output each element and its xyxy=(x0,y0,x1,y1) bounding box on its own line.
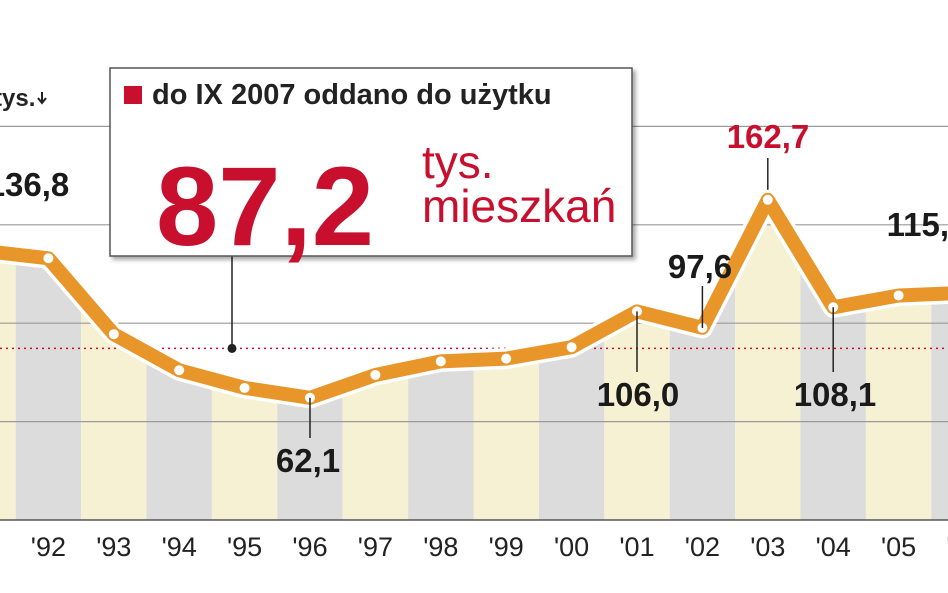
x-tick-label: '01 xyxy=(619,532,654,562)
year-band xyxy=(735,199,801,520)
value-label: 115,4 xyxy=(887,206,948,243)
annotation-box: do IX 2007 oddano do użytku 87,2 tys. mi… xyxy=(109,67,633,269)
point xyxy=(174,365,185,376)
x-tick-label: '06 xyxy=(946,532,948,562)
point xyxy=(108,329,119,340)
x-tick-label: '97 xyxy=(358,532,393,562)
value-label: 97,6 xyxy=(668,248,732,285)
x-tick-label: '91 xyxy=(0,532,1,562)
x-tick-label: '02 xyxy=(685,532,720,562)
x-tick-label: '05 xyxy=(881,532,916,562)
x-tick-label: '99 xyxy=(489,532,524,562)
point xyxy=(239,382,250,393)
point xyxy=(43,253,54,264)
annotation-frame xyxy=(109,67,633,257)
annotation-dot xyxy=(227,343,237,353)
annotation-unit: tys. xyxy=(422,136,494,188)
line xyxy=(0,192,948,405)
value-label: 108,1 xyxy=(794,376,877,413)
year-band xyxy=(931,199,948,520)
value-label: 62,1 xyxy=(276,442,340,479)
point xyxy=(370,369,381,380)
x-tick-label: '00 xyxy=(554,532,589,562)
value-label: 162,7 xyxy=(727,118,810,155)
annotation-value: 87,2 xyxy=(156,144,374,269)
point xyxy=(435,356,446,367)
x-tick-label: '94 xyxy=(162,532,197,562)
year-band xyxy=(0,199,16,520)
x-tick-label: '98 xyxy=(423,532,458,562)
annotation-unit-2: mieszkań xyxy=(422,180,616,232)
x-tick-label: '93 xyxy=(96,532,131,562)
x-tick-label: '95 xyxy=(227,532,262,562)
point xyxy=(893,290,904,301)
labels: '91 '92 '93 '94 '95 '96 '97 '98 '99 '00 '01 '02 '03 '… xyxy=(0,118,948,562)
x-tick-label: '96 xyxy=(292,532,327,562)
point xyxy=(762,194,773,205)
x-tick-label: '03 xyxy=(750,532,785,562)
legend-square xyxy=(124,86,142,104)
x-tick-label: '04 xyxy=(816,532,851,562)
value-label: 106,0 xyxy=(597,376,680,413)
x-tick-label: '92 xyxy=(31,532,66,562)
unit-arrow xyxy=(37,92,47,105)
annotation-text: do IX 2007 oddano do użytku xyxy=(152,79,552,111)
point xyxy=(566,342,577,353)
year-band xyxy=(865,199,932,520)
point xyxy=(501,353,512,364)
value-label: 136,8 xyxy=(0,166,69,203)
unit-label: tys. xyxy=(0,85,35,112)
plot xyxy=(0,189,948,409)
